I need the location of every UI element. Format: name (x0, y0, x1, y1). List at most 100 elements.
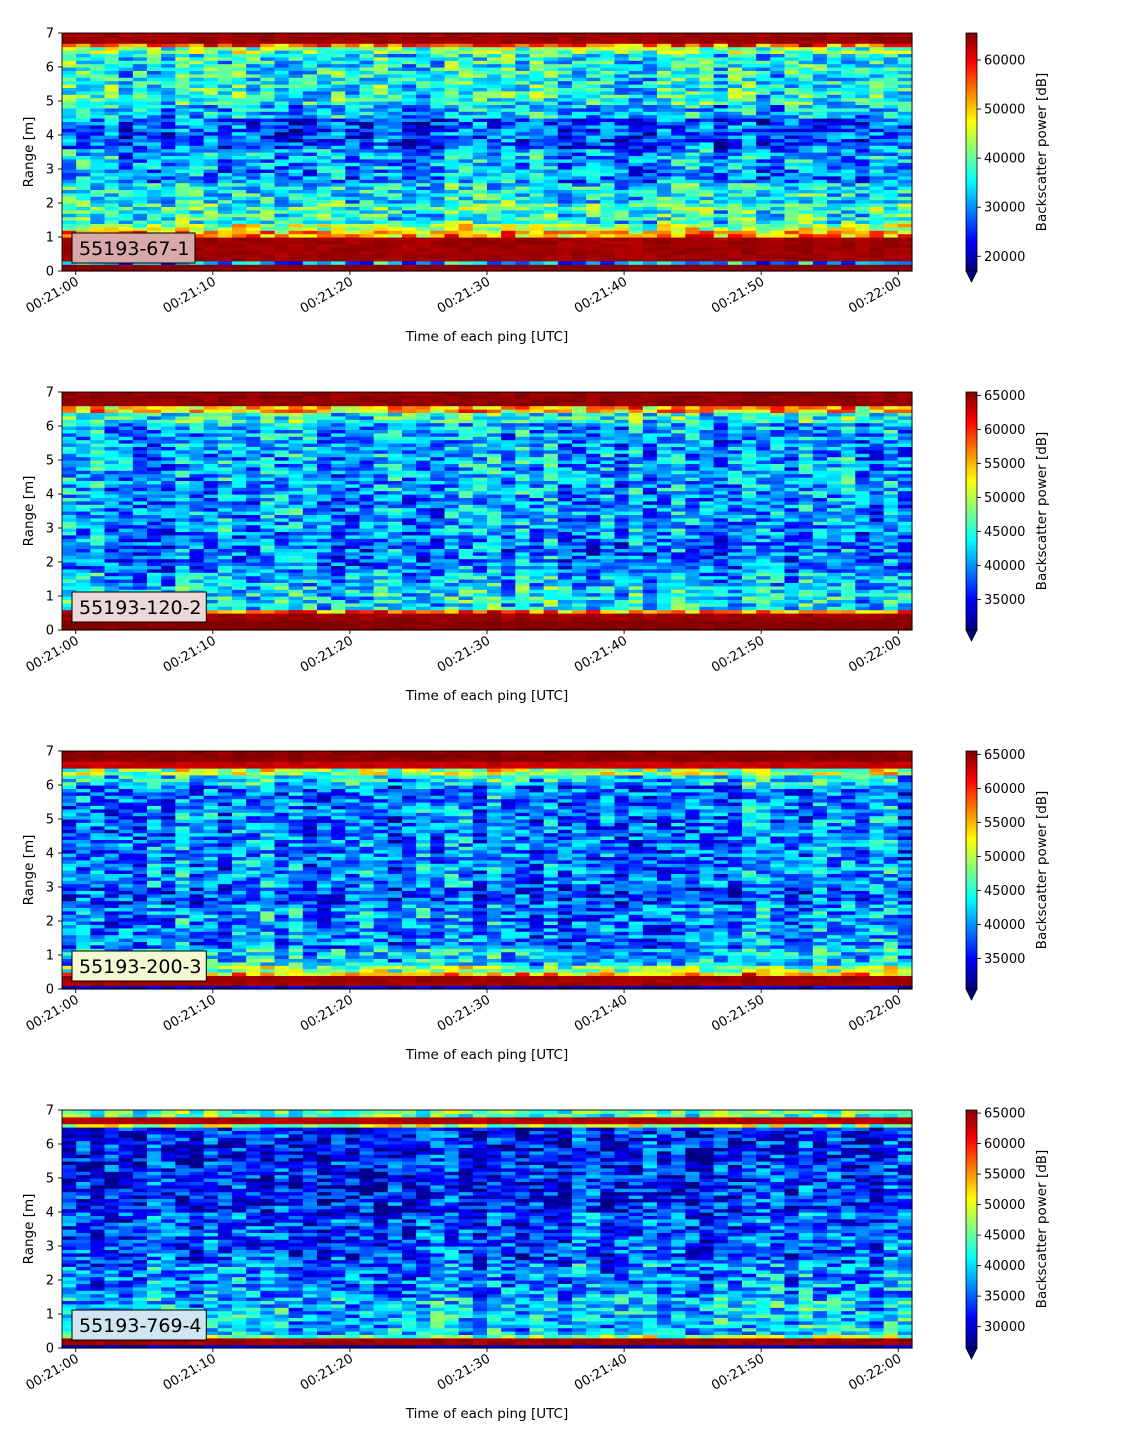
heatmap-cell (260, 183, 275, 187)
heatmap-cell (374, 234, 389, 238)
heatmap-cell (416, 132, 431, 136)
heatmap-cell (388, 193, 403, 197)
heatmap-cell (515, 200, 530, 204)
heatmap-cell (515, 227, 530, 231)
heatmap-cell (785, 227, 800, 231)
heatmap-cell (232, 200, 247, 204)
heatmap-cell (487, 132, 502, 136)
heatmap-cell (855, 142, 870, 146)
heatmap-cell (501, 234, 516, 238)
heatmap-cell (218, 227, 233, 231)
heatmap-cell (161, 217, 176, 221)
heatmap-cell (572, 210, 587, 214)
heatmap-cell (190, 227, 205, 231)
heatmap-cell (218, 264, 233, 268)
heatmap-cell (90, 453, 105, 457)
heatmap-cell (161, 436, 176, 440)
heatmap-cell (799, 251, 814, 255)
heatmap-cell (161, 210, 176, 214)
heatmap-cell (303, 193, 318, 197)
heatmap-cell (870, 200, 885, 204)
heatmap-cell (558, 142, 573, 146)
heatmap-cell (105, 470, 120, 474)
heatmap-cell (232, 193, 247, 197)
heatmap-cell (515, 149, 530, 153)
heatmap-cell (813, 183, 828, 187)
heatmap-cell (331, 251, 346, 255)
heatmap-cell (459, 132, 474, 136)
heatmap-cell (360, 244, 375, 248)
heatmap-cell (515, 193, 530, 197)
heatmap-cell (600, 200, 615, 204)
heatmap-cell (90, 217, 105, 221)
heatmap-cell (345, 176, 360, 180)
heatmap-cell (119, 264, 134, 268)
heatmap-cell (544, 251, 559, 255)
heatmap-cell (572, 166, 587, 170)
heatmap-cell (459, 33, 474, 37)
heatmap-cell (175, 149, 190, 153)
heatmap-cell (133, 470, 148, 474)
heatmap-cell (402, 132, 417, 136)
heatmap-cell (204, 166, 219, 170)
heatmap-cell (841, 227, 856, 231)
heatmap-cell (232, 176, 247, 180)
heatmap-cell (388, 183, 403, 187)
heatmap-cell (317, 166, 332, 170)
heatmap-cell (388, 176, 403, 180)
y-tick-label: 2 (46, 197, 54, 212)
heatmap-cell (487, 193, 502, 197)
heatmap-cell (161, 487, 176, 491)
heatmap-cell (175, 436, 190, 440)
heatmap-cell (218, 176, 233, 180)
heatmap-cell (360, 159, 375, 163)
heatmap-cell (643, 149, 658, 153)
heatmap-cell (714, 159, 729, 163)
heatmap-cell (232, 227, 247, 231)
heatmap-cell (813, 227, 828, 231)
heatmap-cell (175, 504, 190, 508)
heatmap-cell (884, 166, 899, 170)
heatmap-cell (487, 166, 502, 170)
heatmap-cell (572, 142, 587, 146)
heatmap-cell (756, 251, 771, 255)
heatmap-cell (402, 166, 417, 170)
heatmap-cell (275, 142, 290, 146)
heatmap-cell (544, 244, 559, 248)
heatmap-cell (671, 166, 686, 170)
heatmap-cell (161, 504, 176, 508)
heatmap-cell (855, 227, 870, 231)
heatmap-cell (62, 166, 77, 170)
heatmap-cell (714, 193, 729, 197)
heatmap-cell (161, 264, 176, 268)
heatmap-cell (76, 200, 91, 204)
heatmap-cell (544, 234, 559, 238)
heatmap-cell (685, 227, 700, 231)
heatmap-cell (246, 33, 261, 37)
heatmap-cell (487, 210, 502, 214)
heatmap-cell (756, 193, 771, 197)
heatmap-cell (147, 149, 162, 153)
heatmap-cell (756, 142, 771, 146)
heatmap-cell (190, 149, 205, 153)
heatmap-cell (175, 264, 190, 268)
heatmap-cell (643, 183, 658, 187)
heatmap-cell (388, 142, 403, 146)
heatmap-cell (487, 33, 502, 37)
heatmap-cell (119, 149, 134, 153)
heatmap-cell (473, 264, 488, 268)
heatmap-cell (615, 149, 630, 153)
heatmap-cell (76, 217, 91, 221)
heatmap-cell (870, 183, 885, 187)
heatmap-cell (445, 33, 460, 37)
heatmap-cell (544, 149, 559, 153)
heatmap-cell (898, 264, 913, 268)
heatmap-cell (586, 200, 601, 204)
heatmap-cell (147, 132, 162, 136)
heatmap-cell (756, 227, 771, 231)
heatmap-cell (530, 166, 545, 170)
heatmap-cell (827, 193, 842, 197)
heatmap-cell (175, 210, 190, 214)
heatmap-cell (615, 159, 630, 163)
heatmap-cell (657, 210, 672, 214)
